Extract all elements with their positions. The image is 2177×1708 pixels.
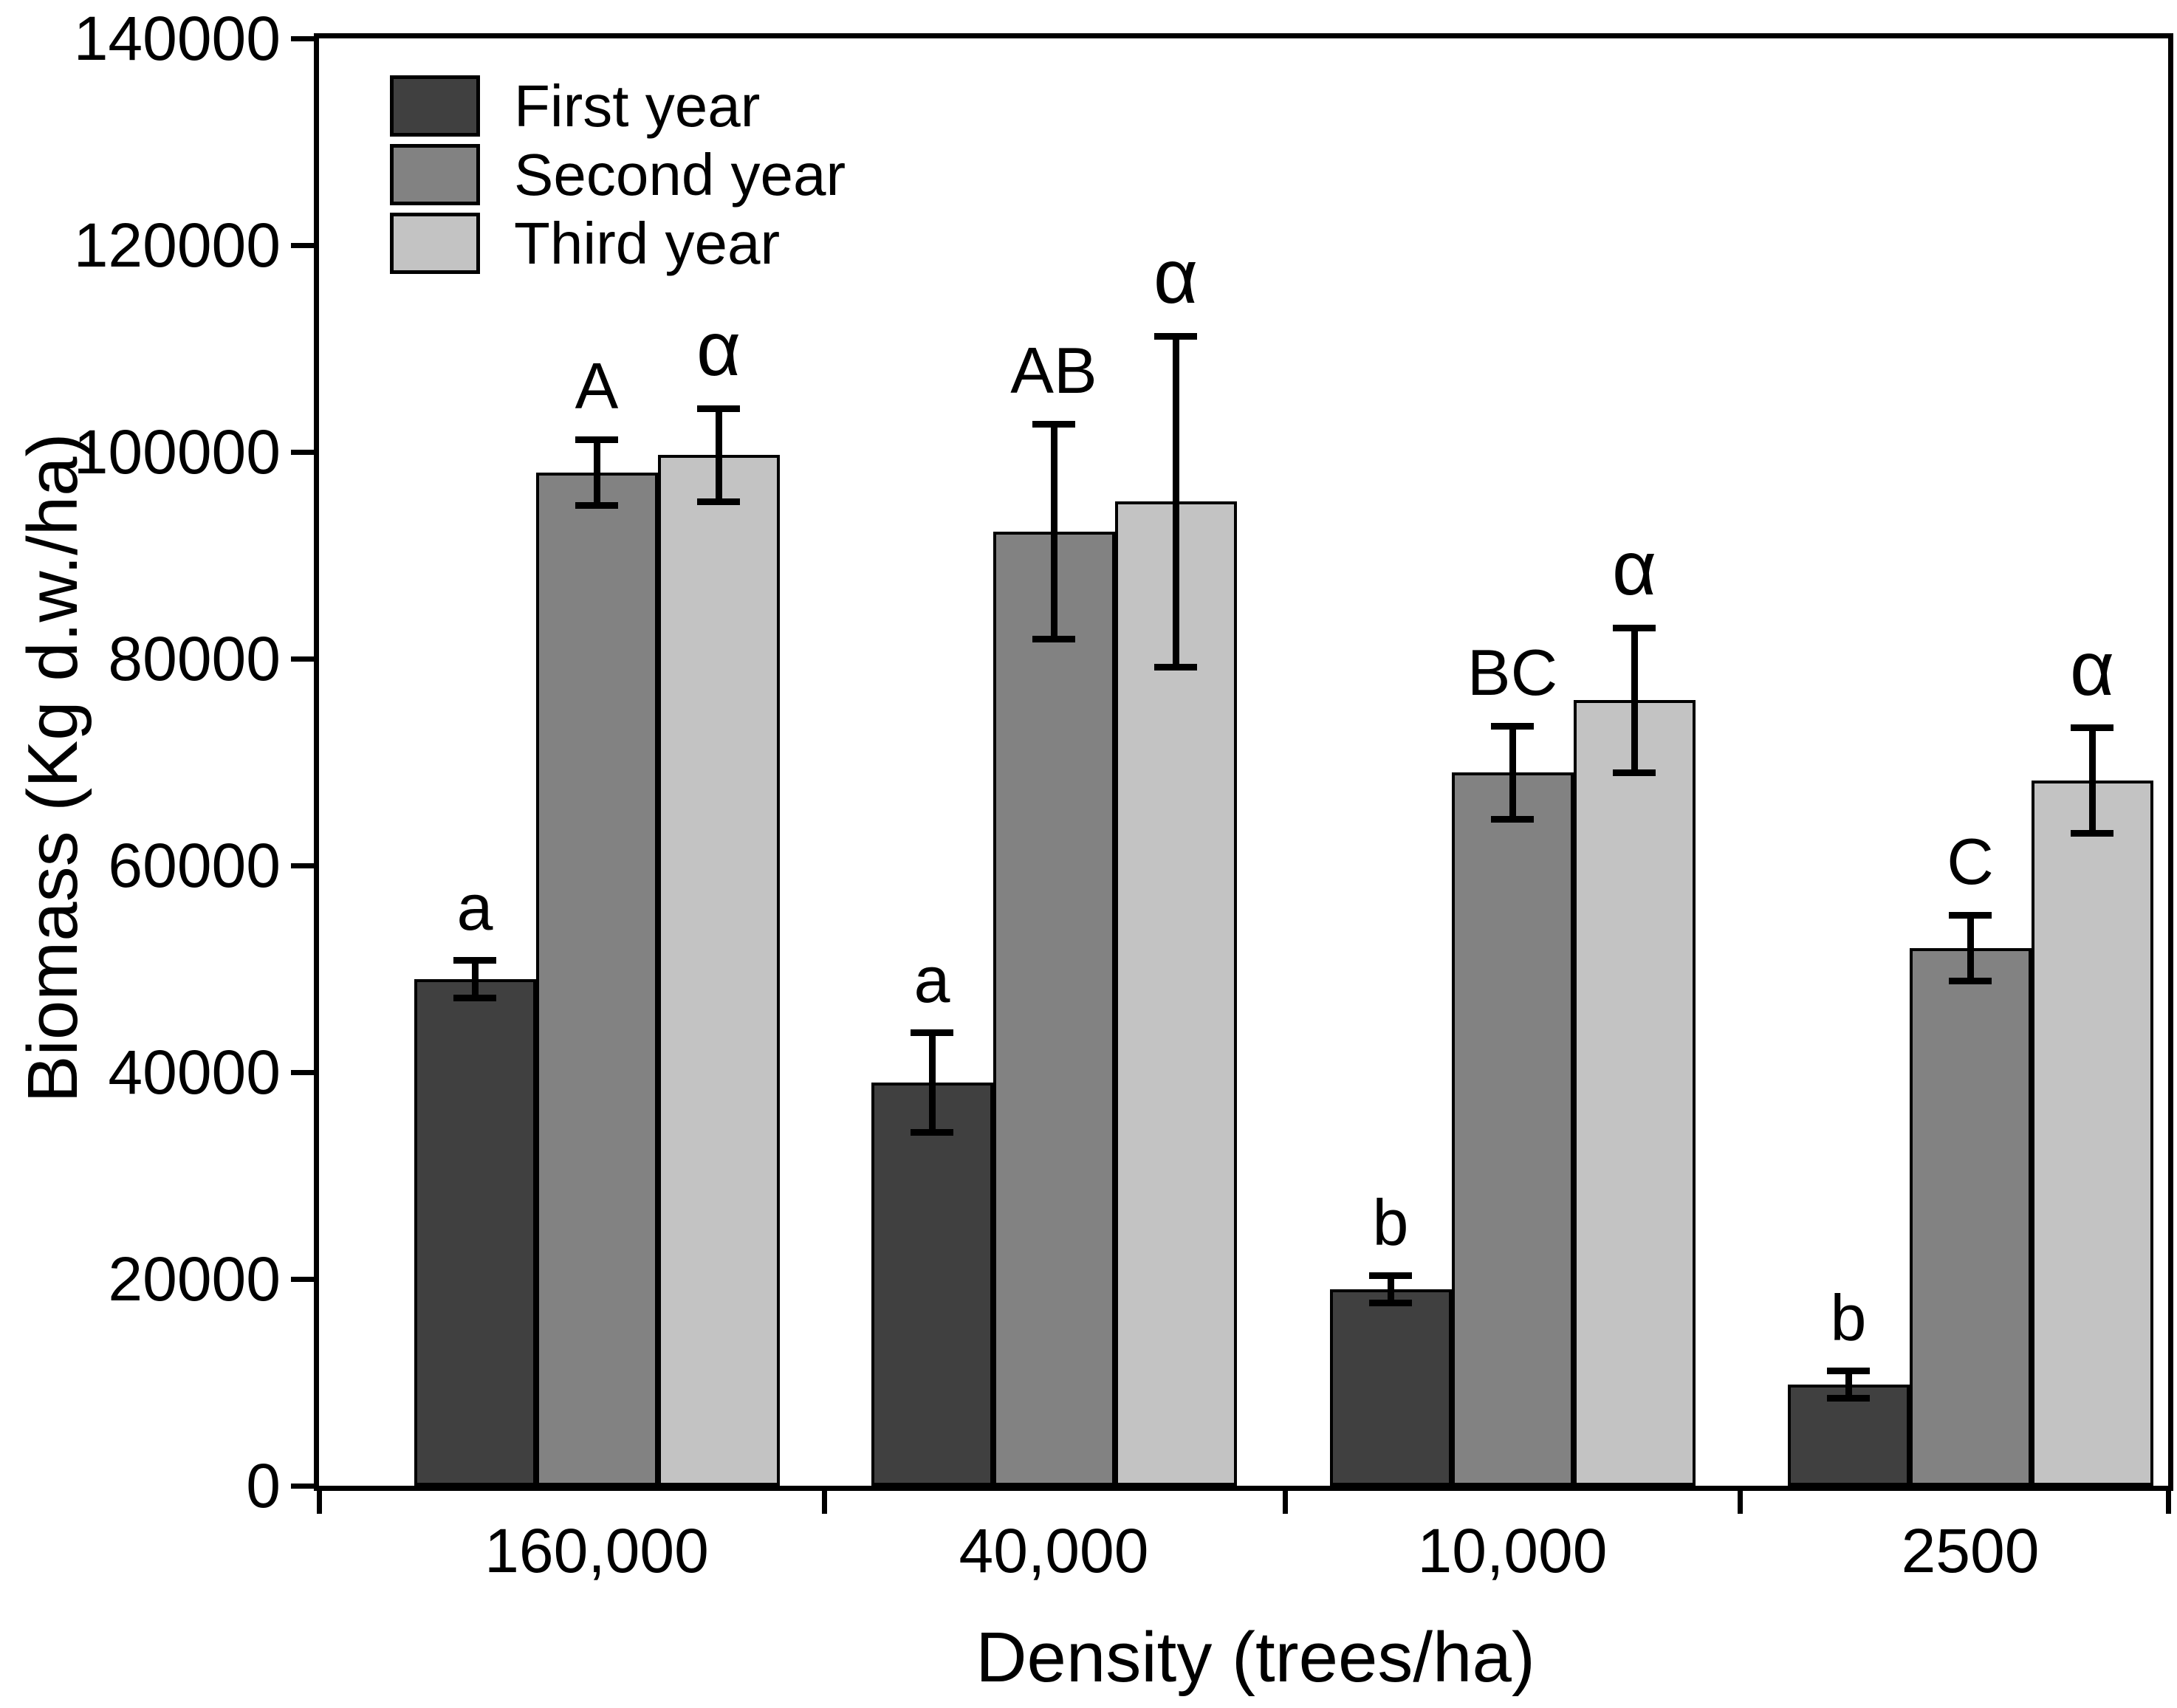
x-tick-label: 10,000: [1417, 1516, 1608, 1585]
significance-letter: AB: [1010, 334, 1097, 408]
y-axis-tick: [291, 656, 319, 662]
legend-swatch-second-year: [390, 144, 480, 205]
bar-third-year: [657, 455, 780, 1486]
y-axis-tick: [291, 1069, 319, 1075]
y-axis-tick: [291, 862, 319, 868]
significance-letter: A: [575, 349, 619, 423]
error-bar-line: [471, 960, 479, 998]
error-bar-cap-top: [1032, 420, 1075, 428]
x-axis-tick: [821, 1486, 827, 1514]
bar-second-year: [992, 531, 1115, 1486]
significance-letter: α: [696, 306, 741, 393]
error-bar-line: [1845, 1371, 1852, 1398]
x-axis-tick: [316, 1486, 322, 1514]
legend-label: First year: [514, 73, 761, 139]
bar-first-year: [1329, 1289, 1452, 1486]
error-bar-line: [715, 408, 722, 502]
significance-letter: BC: [1467, 636, 1558, 709]
x-axis-tick: [2165, 1486, 2171, 1514]
error-bar-cap-top: [1827, 1368, 1870, 1375]
error-bar-cap-bottom: [697, 498, 740, 505]
significance-letter: α: [1611, 526, 1657, 611]
y-tick-label: 40000: [108, 1038, 281, 1107]
significance-letter: C: [1947, 825, 1994, 899]
y-axis-title: Biomass (Kg d.w./ha): [13, 433, 92, 1103]
x-tick-label: 2500: [1901, 1516, 2040, 1585]
legend-swatch-third-year: [390, 213, 480, 274]
y-tick-label: 140000: [73, 4, 281, 73]
significance-letter: b: [1830, 1280, 1867, 1354]
bar-third-year: [2031, 781, 2153, 1486]
error-bar-cap-top: [697, 405, 740, 412]
y-tick-label: 120000: [73, 210, 281, 280]
error-bar-cap-bottom: [1154, 663, 1197, 670]
error-bar-cap-top: [575, 436, 618, 443]
legend-label: Third year: [514, 210, 781, 276]
bar-second-year: [1909, 948, 2032, 1486]
error-bar-cap-bottom: [1827, 1394, 1870, 1402]
plot-frame: [314, 33, 2173, 1491]
error-bar-cap-bottom: [575, 502, 618, 510]
y-tick-label: 60000: [108, 831, 281, 900]
x-axis-tick: [1282, 1486, 1288, 1514]
legend: First year Second year Third year: [390, 75, 846, 274]
y-axis-tick: [291, 35, 319, 41]
error-bar-cap-bottom: [1949, 978, 1992, 985]
error-bar-line: [1050, 424, 1057, 639]
error-bar-cap-top: [1949, 911, 1992, 919]
error-bar-cap-bottom: [1491, 815, 1534, 823]
legend-item: First year: [390, 75, 846, 137]
error-bar-cap-bottom: [911, 1128, 953, 1136]
error-bar-cap-bottom: [2071, 830, 2113, 837]
error-bar-cap-top: [1369, 1272, 1412, 1280]
error-bar-cap-top: [453, 957, 496, 964]
legend-item: Third year: [390, 213, 846, 274]
error-bar-line: [1387, 1275, 1394, 1303]
y-axis-tick: [291, 242, 319, 248]
significance-letter: a: [913, 942, 950, 1016]
significance-letter: b: [1372, 1185, 1409, 1259]
error-bar-cap-bottom: [1032, 635, 1075, 642]
error-bar-cap-top: [1491, 722, 1534, 730]
error-bar-line: [593, 439, 600, 506]
legend-label: Second year: [514, 142, 846, 208]
bar-first-year: [871, 1083, 993, 1486]
y-tick-label: 20000: [108, 1244, 281, 1314]
legend-item: Second year: [390, 144, 846, 205]
error-bar-cap-top: [911, 1029, 953, 1037]
error-bar-cap-top: [2071, 724, 2113, 732]
y-axis-tick: [291, 449, 319, 455]
y-tick-label: 0: [246, 1451, 281, 1520]
x-axis-tick: [1737, 1486, 1743, 1514]
y-axis-tick: [291, 1483, 319, 1489]
bar-first-year: [414, 979, 536, 1486]
error-bar-line: [2088, 727, 2096, 834]
significance-letter: α: [1153, 234, 1199, 320]
error-bar-cap-top: [1154, 332, 1197, 340]
bar-second-year: [1451, 772, 1574, 1486]
y-tick-label: 80000: [108, 624, 281, 693]
x-tick-label: 160,000: [484, 1516, 709, 1585]
error-bar-line: [1509, 726, 1516, 819]
error-bar-cap-bottom: [453, 994, 496, 1001]
legend-swatch-first-year: [390, 75, 480, 137]
error-bar-line: [928, 1032, 936, 1133]
bar-first-year: [1787, 1384, 1910, 1486]
significance-letter: a: [456, 870, 493, 944]
error-bar-cap-top: [1613, 624, 1656, 631]
y-axis-tick: [291, 1276, 319, 1282]
error-bar-line: [1631, 628, 1638, 772]
x-tick-label: 40,000: [959, 1516, 1149, 1585]
error-bar-line: [1967, 915, 1974, 981]
y-tick-label: 100000: [73, 417, 281, 487]
significance-letter: α: [2069, 625, 2115, 712]
x-axis-title: Density (trees/ha): [976, 1618, 1535, 1697]
bar-third-year: [1573, 700, 1696, 1486]
error-bar-cap-bottom: [1369, 1299, 1412, 1306]
error-bar-cap-bottom: [1613, 769, 1656, 776]
bar-second-year: [535, 473, 658, 1486]
error-bar-line: [1172, 336, 1179, 668]
